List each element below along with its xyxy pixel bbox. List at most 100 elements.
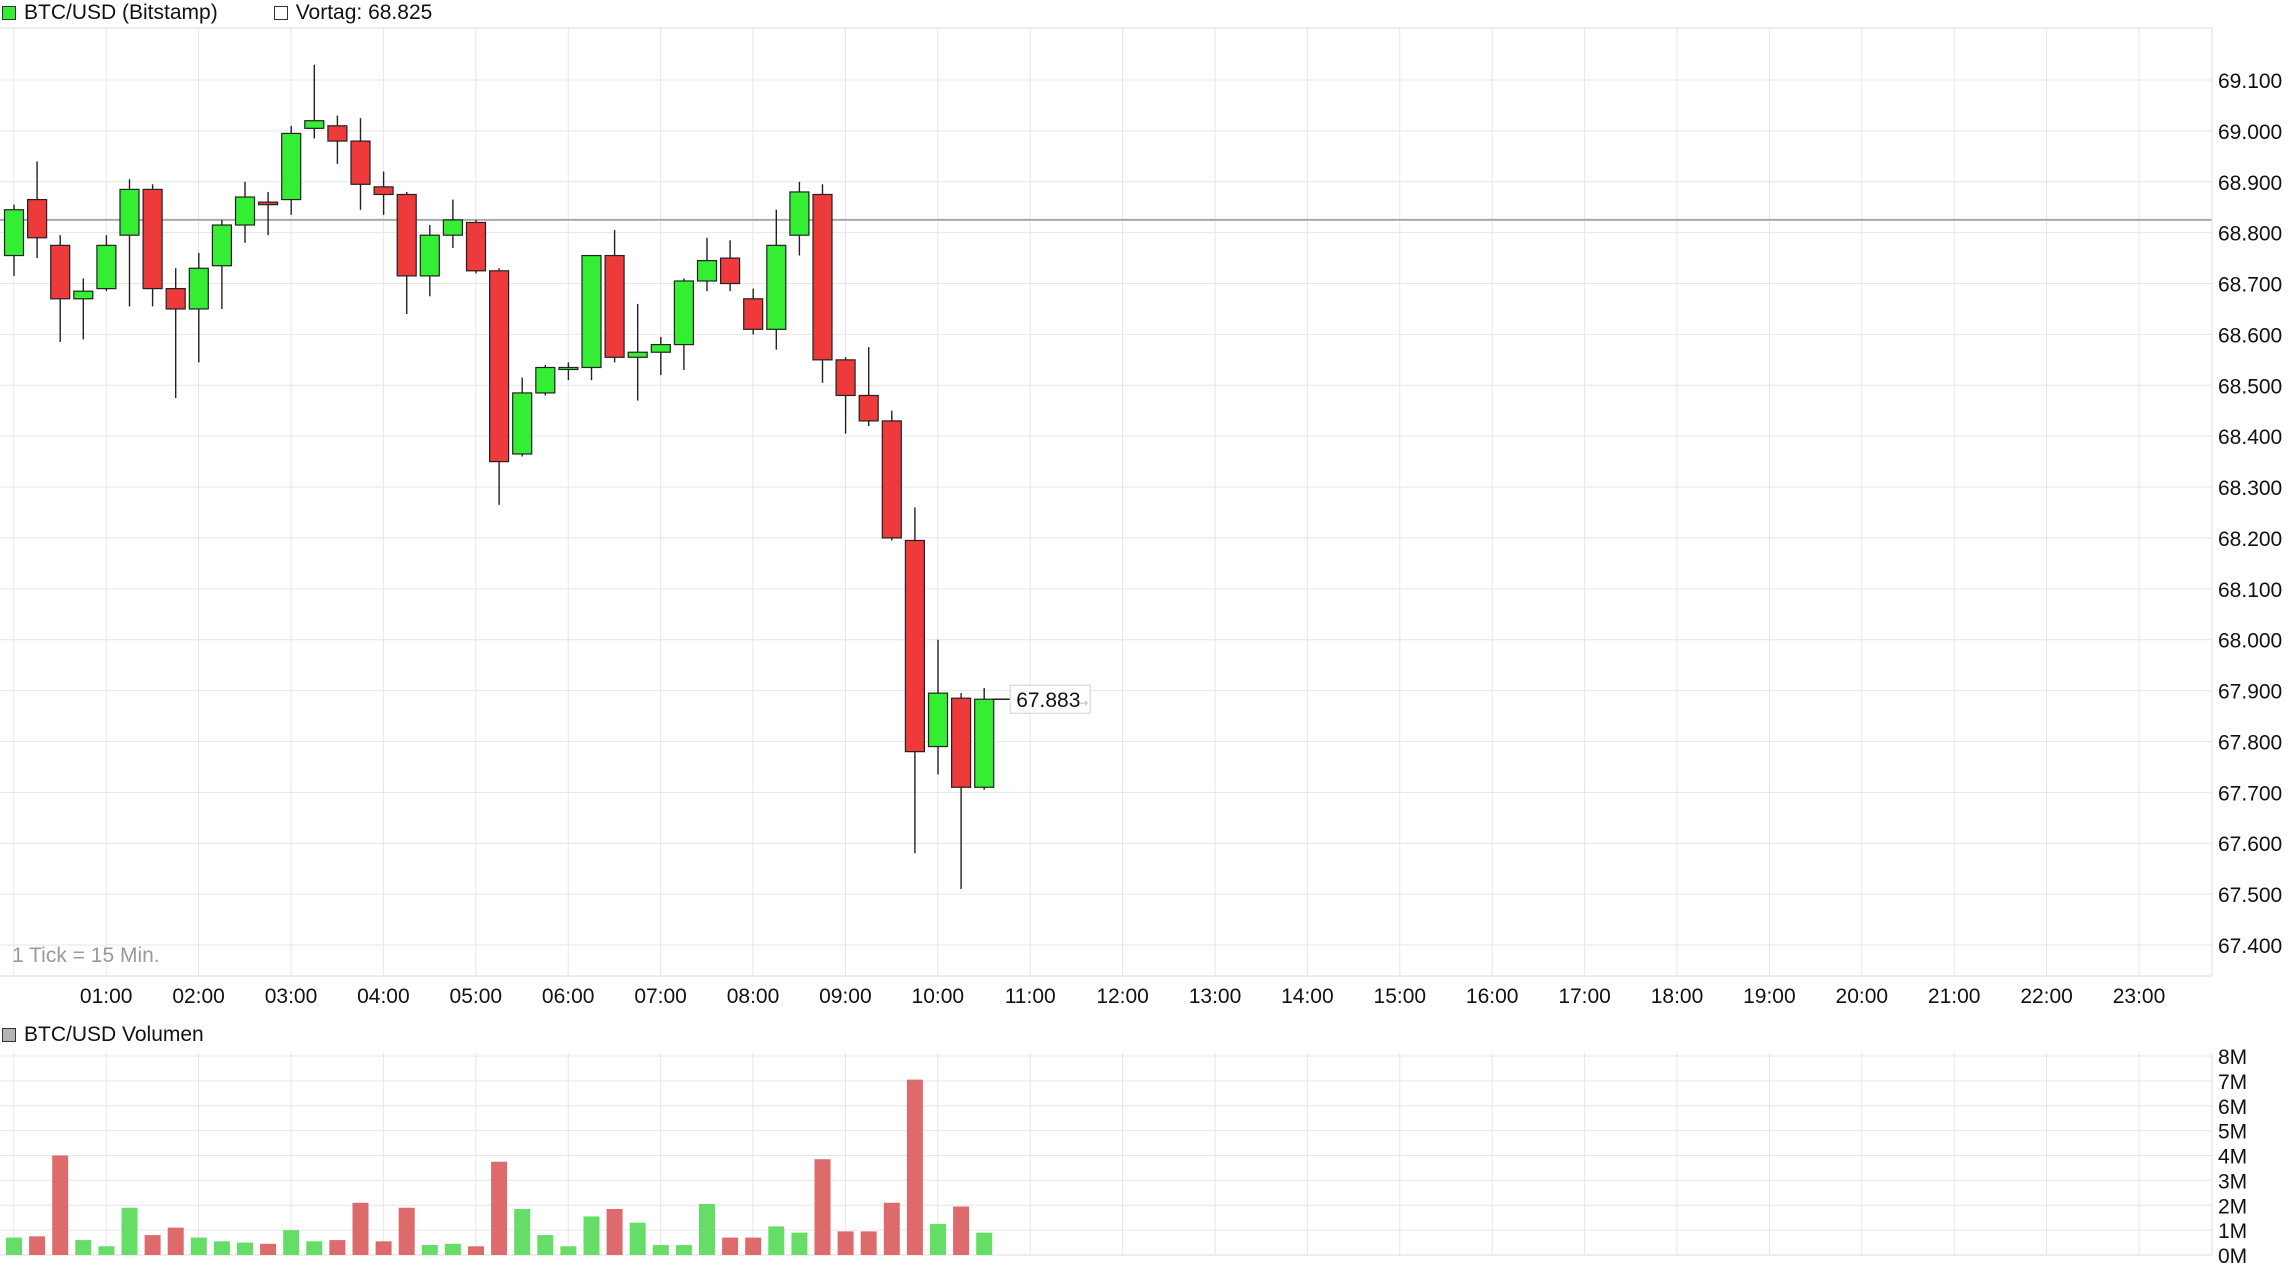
volume-bar xyxy=(675,1245,692,1255)
candle-body xyxy=(974,698,995,788)
candle xyxy=(766,209,787,350)
volume-bar xyxy=(883,1202,900,1255)
prev-close-checkbox[interactable] xyxy=(273,6,288,20)
volume-tick-label: 1M xyxy=(2218,1220,2247,1243)
time-tick-label: 21:00 xyxy=(1928,985,1981,1008)
volume-bar xyxy=(213,1241,230,1255)
price-panel-frame xyxy=(0,27,2213,1256)
candle xyxy=(743,288,764,335)
price-legend: BTC/USD (Bitstamp) Vortag: 68.825 xyxy=(2,1,432,25)
candle xyxy=(927,639,949,775)
volume-bar xyxy=(860,1231,877,1255)
candle-body xyxy=(350,140,371,185)
volume-bar xyxy=(283,1230,300,1255)
candle xyxy=(535,364,556,396)
volume-bar xyxy=(144,1235,161,1255)
series-label: BTC/USD (Bitstamp) xyxy=(24,1,218,24)
price-tick-label: 68.800 xyxy=(2218,223,2282,246)
volume-bar xyxy=(260,1243,277,1255)
volume-bar xyxy=(560,1246,577,1255)
volume-bar xyxy=(906,1079,923,1255)
volume-bar xyxy=(190,1237,207,1255)
candle-body xyxy=(327,125,348,142)
candle xyxy=(904,507,926,854)
time-tick-label: 07:00 xyxy=(634,985,687,1008)
candle xyxy=(581,254,602,381)
volume-bar xyxy=(699,1204,715,1255)
time-tick-label: 13:00 xyxy=(1189,985,1242,1008)
candle-body xyxy=(812,193,833,361)
candle-body xyxy=(743,298,764,330)
candle xyxy=(604,230,625,363)
time-tick-label: 03:00 xyxy=(265,985,318,1008)
time-tick-label: 19:00 xyxy=(1743,985,1796,1008)
candle xyxy=(719,240,741,292)
series-swatch-icon xyxy=(2,6,16,20)
candle xyxy=(650,336,671,376)
price-gridlines xyxy=(0,28,2212,976)
candle xyxy=(327,115,348,164)
time-tick-label: 15:00 xyxy=(1374,985,1427,1008)
volume-tick-label: 0M xyxy=(2218,1245,2247,1268)
volume-bar xyxy=(29,1236,46,1255)
candle-body xyxy=(950,697,972,788)
volume-bar xyxy=(537,1235,554,1255)
candle xyxy=(281,125,302,215)
candle-body xyxy=(188,267,209,310)
time-tick-label: 22:00 xyxy=(2020,985,2073,1008)
candle-body xyxy=(281,132,302,201)
candle-body xyxy=(465,221,487,272)
price-tick-label: 68.100 xyxy=(2218,579,2282,602)
price-tick-label: 67.800 xyxy=(2218,731,2282,754)
candle xyxy=(304,64,325,139)
time-tick-label: 01:00 xyxy=(80,985,133,1008)
volume-bars xyxy=(6,1079,993,1255)
volume-tick-label: 8M xyxy=(2218,1046,2247,1069)
time-tick-label: 05:00 xyxy=(450,985,503,1008)
volume-gridlines xyxy=(0,1053,2212,1256)
candle-body xyxy=(673,280,695,346)
candle-body xyxy=(696,260,718,282)
time-tick-label: 04:00 xyxy=(357,985,410,1008)
price-tick-label: 69.000 xyxy=(2218,121,2282,144)
price-tick-label: 68.400 xyxy=(2218,426,2282,449)
volume-bar xyxy=(768,1226,785,1255)
candle xyxy=(442,199,463,248)
tick-interval-note: 1 Tick = 15 Min. xyxy=(12,944,160,967)
time-tick-label: 08:00 xyxy=(727,985,780,1008)
volume-tick-label: 2M xyxy=(2218,1195,2247,1218)
candle xyxy=(165,268,186,399)
volume-legend: BTC/USD Volumen xyxy=(2,1023,204,1047)
price-axis-labels: 69.100 69.000 68.900 68.800 68.700 68.600 68.5… xyxy=(2218,70,2282,958)
candle-body xyxy=(234,196,256,226)
volume-bar xyxy=(837,1231,854,1255)
price-tick-label: 68.700 xyxy=(2218,274,2282,297)
candle-body xyxy=(419,234,440,277)
price-tick-label: 67.600 xyxy=(2218,833,2282,856)
candle-body xyxy=(604,254,625,358)
volume-bar xyxy=(398,1207,415,1255)
candle-body xyxy=(304,120,325,129)
volume-bar xyxy=(352,1202,369,1255)
volume-bar xyxy=(652,1245,669,1255)
candle xyxy=(96,235,117,292)
candle-body xyxy=(258,201,279,206)
candle-body xyxy=(881,420,902,539)
time-tick-label: 06:00 xyxy=(542,985,595,1008)
candle xyxy=(789,181,810,256)
candle xyxy=(512,377,533,457)
volume-bar xyxy=(491,1161,508,1255)
candle xyxy=(3,204,25,276)
price-tick-label: 68.500 xyxy=(2218,375,2282,398)
volume-legend-label: BTC/USD Volumen xyxy=(24,1023,204,1046)
candle xyxy=(974,688,995,790)
candle-body xyxy=(142,188,163,290)
price-tick-label: 68.300 xyxy=(2218,477,2282,500)
volume-bar xyxy=(745,1237,762,1255)
volume-bar xyxy=(329,1240,346,1255)
volume-tick-label: 5M xyxy=(2218,1121,2247,1144)
volume-bar xyxy=(814,1159,831,1255)
last-price-label: 67.883 xyxy=(1016,689,1080,712)
candle-body xyxy=(50,244,71,300)
